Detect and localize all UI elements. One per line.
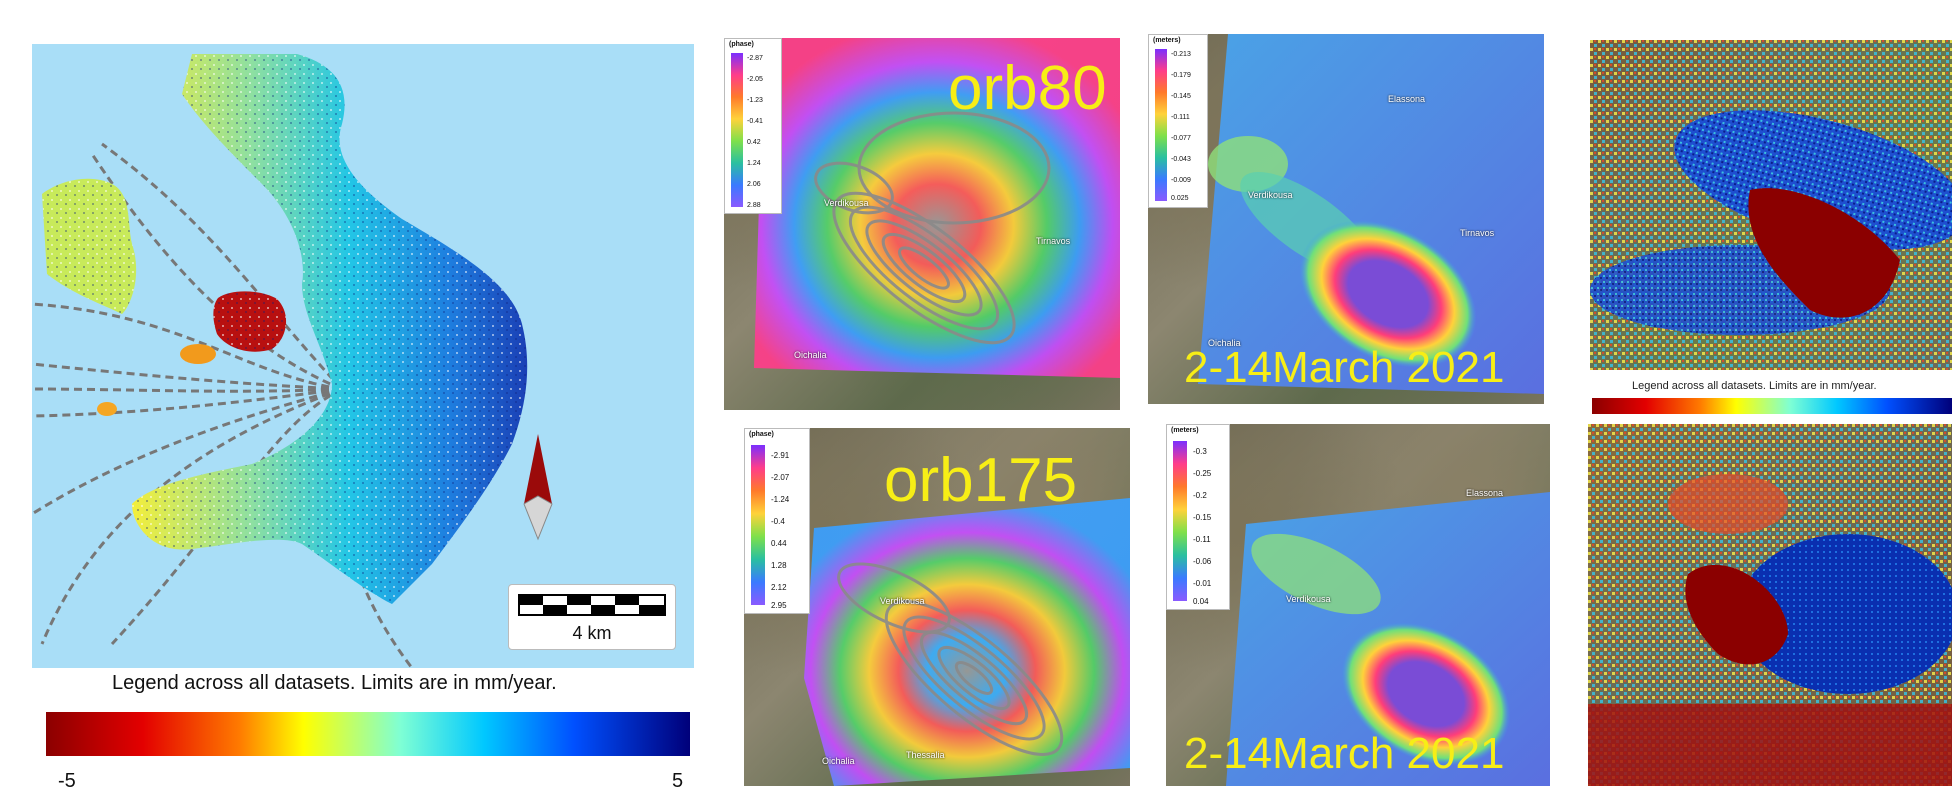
orb175-label: orb175 xyxy=(884,446,1078,515)
orb80-disp-tick-1: -0.179 xyxy=(1171,72,1191,79)
orb175-date-label: 2-14March 2021 xyxy=(1184,729,1505,778)
orb175-disp-panel: (meters) -0.3 -0.25 -0.2 -0.15 -0.11 -0.… xyxy=(1166,424,1550,786)
orb80-disp-tick-7: 0.025 xyxy=(1171,195,1189,202)
orb80-place-oichalia: Oichalia xyxy=(794,350,827,360)
santorini-legend-title: Legend across all datasets. Limits are i… xyxy=(112,672,557,694)
orb175-disp-tick-4: -0.11 xyxy=(1193,535,1211,544)
right-velocity-map-bottom xyxy=(1588,424,1952,786)
orb80-disp-tick-4: -0.077 xyxy=(1171,135,1191,142)
orb175-disp-colorbar xyxy=(1173,441,1187,601)
orb80-disp-place-verdikousa: Verdikousa xyxy=(1248,190,1293,200)
orb175-disp-place-elassona: Elassona xyxy=(1466,488,1504,498)
orb175-phase-panel: (phase) -2.91 -2.07 -1.24 -0.4 0.44 1.28… xyxy=(744,428,1130,786)
right-velocity-map-bottom-graphic xyxy=(1588,424,1952,786)
palea-kameni xyxy=(180,344,216,364)
orb175-phase-tick-3: -0.4 xyxy=(771,517,785,526)
santorini-legend-colorbar xyxy=(46,712,690,756)
orb175-disp-legend: (meters) -0.3 -0.25 -0.2 -0.15 -0.11 -0.… xyxy=(1166,424,1230,610)
orb175-place-thessalia: Thessalia xyxy=(906,750,945,760)
orb80-phase-unit: (phase) xyxy=(729,41,754,48)
scale-bar-graphic xyxy=(518,594,666,616)
orb175-phase-tick-1: -2.07 xyxy=(771,473,790,482)
orb175-phase-tick-5: 1.28 xyxy=(771,561,787,570)
orb80-disp-panel: (meters) -0.213 -0.179 -0.145 -0.111 -0.… xyxy=(1148,34,1544,404)
orb175-phase-colorbar xyxy=(751,445,765,605)
orb175-phase-fringes xyxy=(804,498,1130,786)
orb175-phase-tick-0: -2.91 xyxy=(771,451,790,460)
orb80-phase-tick-7: 2.88 xyxy=(747,202,761,209)
orb175-disp-tick-5: -0.06 xyxy=(1193,557,1212,566)
orb80-phase-tick-0: -2.87 xyxy=(747,55,763,62)
right-velocity-map-top xyxy=(1590,40,1952,370)
scale-label: 4 km xyxy=(572,623,612,643)
orb80-disp-colorbar xyxy=(1155,49,1167,201)
orb175-place-verdikousa: Verdikousa xyxy=(880,596,925,606)
orb175-disp-tick-7: 0.04 xyxy=(1193,597,1209,606)
orb175-disp-tick-0: -0.3 xyxy=(1193,447,1207,456)
orb175-disp-unit: (meters) xyxy=(1171,427,1199,434)
orb80-disp-tick-2: -0.145 xyxy=(1171,93,1191,100)
orb175-disp-tick-3: -0.15 xyxy=(1193,513,1212,522)
right-velocity-map-top-graphic xyxy=(1590,40,1952,370)
orb80-phase-colorbar xyxy=(731,53,743,207)
orb175-place-oichalia: Oichalia xyxy=(822,756,855,766)
orb80-disp-place-tirnavos: Tirnavos xyxy=(1460,228,1495,238)
orb80-phase-tick-6: 2.06 xyxy=(747,181,761,188)
orb80-phase-legend: (phase) -2.87 -2.05 -1.23 -0.41 0.42 1.2… xyxy=(724,38,782,214)
orb175-phase-tick-7: 2.95 xyxy=(771,601,787,610)
orb175-phase-tick-2: -1.24 xyxy=(771,495,790,504)
santorini-legend-min: -5 xyxy=(58,770,76,792)
right-legend-colorbar xyxy=(1592,398,1952,414)
orb80-place-verdikousa: Verdikousa xyxy=(824,198,869,208)
orb80-disp-tick-6: -0.009 xyxy=(1171,177,1191,184)
orb80-disp-field xyxy=(1198,34,1544,394)
orb80-phase-tick-1: -2.05 xyxy=(747,76,763,83)
orb80-disp-place-elassona: Elassona xyxy=(1388,94,1426,104)
orb80-phase-panel: (phase) -2.87 -2.05 -1.23 -0.41 0.42 1.2… xyxy=(724,38,1120,410)
orb80-phase-tick-2: -1.23 xyxy=(747,97,763,104)
orb80-place-tirnavos: Tirnavos xyxy=(1036,236,1071,246)
orb80-disp-legend: (meters) -0.213 -0.179 -0.145 -0.111 -0.… xyxy=(1148,34,1208,208)
orb80-phase-tick-5: 1.24 xyxy=(747,160,761,167)
orb175-phase-tick-4: 0.44 xyxy=(771,539,787,548)
orb175-disp-field xyxy=(1226,492,1550,786)
right-legend-title: Legend across all datasets. Limits are i… xyxy=(1632,380,1877,392)
orb80-disp-place-oichalia: Oichalia xyxy=(1208,338,1241,348)
santorini-map: 4 km xyxy=(32,44,694,668)
orb80-date-label: 2-14March 2021 xyxy=(1184,343,1505,392)
orb80-disp-tick-5: -0.043 xyxy=(1171,156,1191,163)
orb175-phase-unit: (phase) xyxy=(749,431,774,438)
orb80-disp-tick-0: -0.213 xyxy=(1171,51,1191,58)
orb175-disp-place-verdikousa: Verdikousa xyxy=(1286,594,1331,604)
aspronisi xyxy=(97,402,117,416)
orb80-phase-tick-3: -0.41 xyxy=(747,118,763,125)
scale-bar: 4 km xyxy=(508,584,676,650)
orb80-disp-tick-3: -0.111 xyxy=(1171,114,1190,121)
orb175-disp-tick-2: -0.2 xyxy=(1193,491,1207,500)
orb175-phase-legend: (phase) -2.91 -2.07 -1.24 -0.4 0.44 1.28… xyxy=(744,428,810,614)
orb80-phase-tick-4: 0.42 xyxy=(747,139,761,146)
orb175-disp-tick-6: -0.01 xyxy=(1193,579,1212,588)
orb175-disp-tick-1: -0.25 xyxy=(1193,469,1212,478)
santorini-map-graphic xyxy=(32,54,528,668)
orb80-disp-unit: (meters) xyxy=(1153,37,1181,44)
orb80-label: orb80 xyxy=(948,54,1107,123)
orb80-phase-fringes xyxy=(754,38,1120,378)
orb175-phase-tick-6: 2.12 xyxy=(771,583,787,592)
santorini-legend-max: 5 xyxy=(672,770,684,792)
north-arrow-icon xyxy=(523,434,553,541)
